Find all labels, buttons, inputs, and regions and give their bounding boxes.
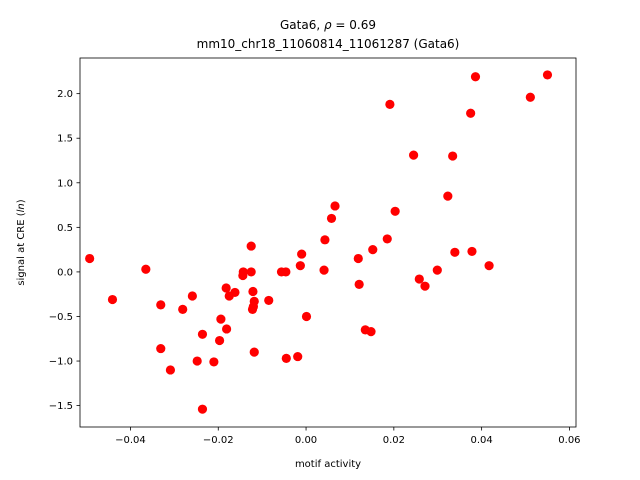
y-tick-label: −1.0	[49, 357, 73, 368]
scatter-point	[366, 327, 376, 337]
x-tick-label: 0.00	[295, 435, 317, 446]
scatter-point	[246, 241, 256, 251]
scatter-point	[301, 311, 312, 322]
scatter-point	[281, 353, 291, 363]
scatter-point	[107, 294, 118, 305]
scatter-point	[197, 404, 208, 414]
scatter-point	[525, 92, 535, 102]
scatter-point	[354, 279, 364, 289]
scatter-point	[330, 201, 340, 211]
scatter-point	[249, 347, 259, 357]
y-axis-ticks: −1.5 −1.0 −0.5 0.0 0.5 1.0 1.5 2.0	[49, 89, 80, 412]
scatter-point	[390, 206, 400, 216]
scatter-point	[141, 264, 151, 274]
scatter-point	[542, 70, 553, 80]
y-axis-label: signal at CRE (ln)	[16, 199, 27, 285]
x-axis-label: motif activity	[295, 459, 361, 470]
scatter-point	[264, 295, 274, 306]
y-tick-label: 0.0	[57, 267, 73, 278]
scatter-point	[248, 286, 258, 297]
scatter-point	[484, 261, 494, 271]
x-tick-label: −0.02	[203, 435, 234, 446]
scatter-point	[326, 213, 337, 224]
scatter-point	[443, 191, 453, 201]
data-points	[85, 70, 553, 414]
x-tick-label: 0.06	[558, 435, 580, 446]
scatter-point	[156, 300, 166, 310]
chart-title-line2: mm10_chr18_11060814_11061287 (Gata6)	[197, 37, 460, 51]
scatter-point	[238, 267, 248, 277]
scatter-point	[281, 267, 291, 277]
scatter-point	[382, 234, 392, 244]
scatter-point	[249, 296, 259, 306]
scatter-point	[192, 356, 202, 366]
scatter-point	[408, 150, 419, 160]
y-tick-label: −0.5	[49, 312, 73, 323]
scatter-point	[368, 245, 378, 255]
x-tick-label: −0.04	[115, 435, 146, 446]
scatter-point	[209, 357, 219, 367]
scatter-point	[156, 343, 166, 354]
scatter-point	[414, 274, 424, 284]
y-tick-label: 1.5	[57, 134, 73, 145]
y-tick-label: 0.5	[57, 223, 73, 234]
scatter-point	[295, 261, 305, 271]
scatter-point	[320, 235, 330, 245]
scatter-point	[230, 287, 240, 298]
scatter-point	[450, 247, 460, 257]
x-tick-label: 0.02	[383, 435, 405, 446]
scatter-point	[466, 108, 476, 118]
scatter-point	[432, 265, 442, 275]
scatter-point	[448, 151, 458, 161]
scatter-point	[293, 351, 303, 362]
scatter-point	[246, 267, 256, 277]
plot-frame	[79, 57, 577, 428]
scatter-point	[85, 253, 95, 264]
scatter-point	[420, 281, 430, 291]
y-tick-label: 1.0	[57, 178, 73, 189]
scatter-point	[197, 329, 208, 339]
scatter-point	[467, 246, 477, 257]
scatter-point	[222, 324, 232, 334]
scatter-point	[353, 253, 363, 264]
y-tick-label: −1.5	[49, 401, 73, 412]
scatter-point	[221, 283, 231, 293]
scatter-point	[297, 249, 307, 259]
scatter-point	[385, 99, 395, 109]
x-tick-label: 0.04	[470, 435, 492, 446]
chart-title-line1: Gata6, ρ = 0.69	[280, 18, 376, 32]
scatter-point	[165, 365, 176, 375]
scatter-point	[216, 314, 226, 324]
scatter-point	[470, 72, 481, 82]
scatter-point	[178, 304, 188, 314]
y-tick-label: 2.0	[57, 89, 73, 100]
x-axis-ticks: −0.04 −0.02 0.00 0.02 0.04 0.06	[115, 427, 581, 446]
scatter-point	[187, 291, 197, 301]
scatter-point	[214, 335, 225, 346]
scatter-point	[319, 265, 329, 275]
